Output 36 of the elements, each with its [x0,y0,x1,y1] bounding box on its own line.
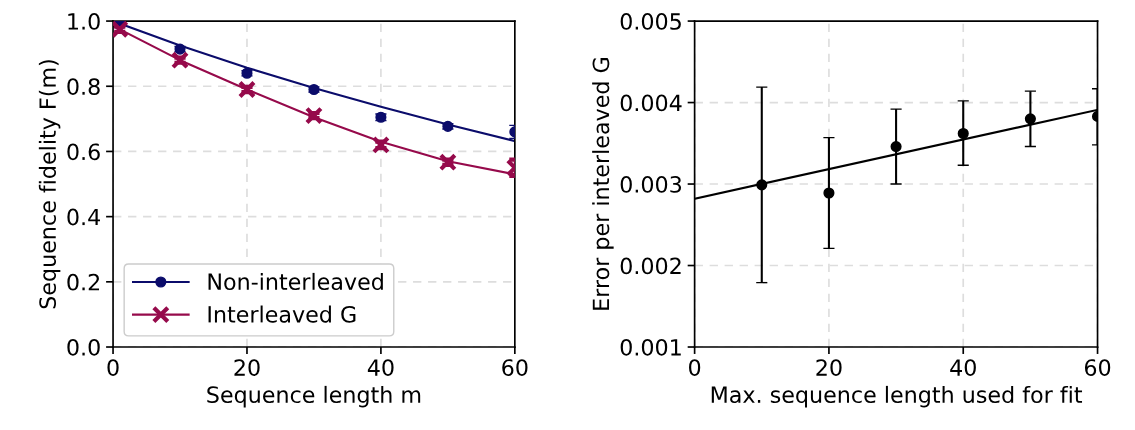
point [957,127,969,140]
y-tick-label: 0.005 [620,13,681,30]
y-tick-label: 0.8 [67,78,100,96]
x-tick-label: 20 [234,359,260,377]
legend-label: Interleaved G [208,305,356,323]
point [170,51,190,70]
x-axis-title: Max. sequence length used for fit [711,385,1083,408]
y-tick-label: 0.001 [620,338,681,356]
point [1024,113,1036,125]
point [371,135,390,154]
point [438,153,457,172]
point [442,120,454,132]
x-axis-title: Sequence length m [207,385,421,408]
x-tick-label: 60 [1084,359,1111,377]
point [823,187,835,199]
y-tick-label: 0.4 [67,208,100,226]
x-tick-label: 0 [107,359,119,377]
x-tick-label: 20 [816,359,842,377]
x-tick-label: 0 [689,359,701,377]
x-tick-label: 40 [950,359,976,377]
y-tick-label: 0.0 [67,338,100,356]
point [304,106,323,125]
y-tick-label: 0.002 [620,257,681,275]
point [756,179,768,191]
y-tick-label: 1.0 [68,13,100,30]
y-tick-label: 0.003 [620,175,682,193]
legend-label: Non-interleaved [208,272,383,291]
point [237,80,257,99]
x-tick-label: 60 [502,359,528,377]
x-tick-label: 40 [367,359,394,377]
y-tick-label: 0.6 [67,143,100,161]
y-tick-label: 0.004 [620,94,682,112]
point [890,141,902,153]
y-axis-title: Sequence fidelity F(m) [38,60,61,309]
y-axis-title: Error per interleaved G [592,58,614,310]
y-tick-label: 0.2 [67,273,100,291]
